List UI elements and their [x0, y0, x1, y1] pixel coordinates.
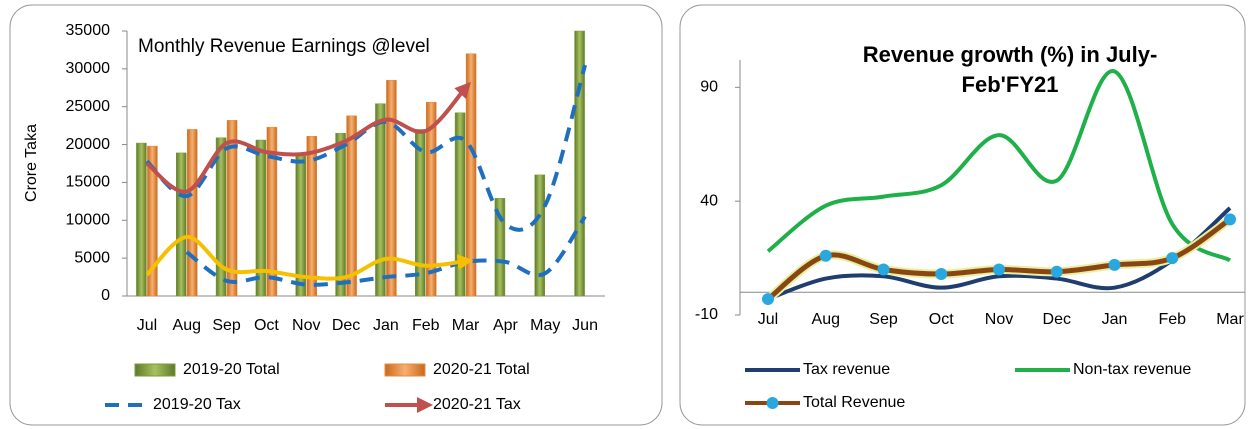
point [819, 249, 832, 262]
x-tick-label: Jun [572, 317, 598, 334]
bar [415, 129, 426, 297]
x-tick-label: Feb [1158, 311, 1186, 328]
legend-swatch [134, 363, 176, 377]
bar [335, 132, 346, 297]
y-tick-label: 5000 [74, 249, 110, 266]
bar [426, 101, 437, 297]
y-tick-label: 40 [700, 192, 718, 209]
y-tick-label: 90 [700, 79, 718, 96]
bar [465, 53, 477, 297]
legend-label: Non-tax revenue [1073, 361, 1191, 378]
y-tick-label: -10 [695, 306, 718, 323]
y-tick-label: 15000 [66, 174, 111, 191]
x-tick-label: Dec [332, 317, 360, 334]
point [1166, 252, 1179, 265]
bar [147, 145, 158, 297]
x-tick-label: Nov [292, 317, 320, 334]
chart-title: Revenue growth (%) in July-Feb'FY21 [862, 42, 1158, 97]
bar [494, 198, 506, 297]
chart-title: Monthly Revenue Earnings @level [138, 36, 430, 57]
x-tick-label: Mar [1216, 311, 1244, 328]
line [767, 206, 1232, 301]
x-tick-label: Oct [254, 317, 279, 334]
legend-swatch [766, 397, 779, 409]
y-tick-label: 20000 [66, 136, 111, 153]
x-tick-label: Apr [493, 317, 519, 334]
bar [534, 174, 545, 297]
point [877, 263, 890, 276]
x-tick-label: Dec [1043, 311, 1071, 328]
x-tick-label: Jul [758, 311, 778, 328]
x-tick-label: Jan [373, 317, 399, 334]
bar [306, 135, 317, 297]
bar [346, 115, 357, 297]
point [762, 293, 774, 306]
line [185, 215, 587, 287]
point [935, 268, 948, 281]
legend-label: 2019-20 Tax [153, 396, 241, 413]
y-tick-label: 10000 [66, 212, 111, 229]
x-tick-label: Aug [812, 311, 840, 328]
y-tick-label: 25000 [66, 98, 111, 115]
line [145, 81, 472, 194]
point [1050, 265, 1063, 278]
bar [136, 142, 147, 297]
x-tick-label: Oct [929, 311, 954, 328]
bar [574, 30, 585, 297]
x-tick-label: Sep [869, 311, 898, 328]
bar [255, 139, 267, 297]
line [766, 69, 1232, 263]
point [993, 263, 1005, 276]
line [145, 234, 474, 281]
bar [176, 152, 187, 297]
legend-label: Tax revenue [803, 361, 890, 378]
point [1224, 213, 1236, 226]
x-tick-label: Jul [137, 317, 157, 334]
bar [215, 137, 227, 297]
bar [266, 126, 278, 297]
y-tick-label: 30000 [66, 60, 111, 77]
panel [679, 4, 1246, 426]
line [145, 64, 588, 232]
legend-swatch [384, 363, 426, 377]
legend-label: 2020-21 Tax [433, 396, 521, 413]
point [1108, 258, 1121, 271]
y-tick-label: 0 [101, 287, 110, 304]
y-tick-label: 35000 [66, 22, 111, 39]
x-tick-label: Nov [985, 311, 1013, 328]
legend-label: 2020-21 Total [433, 361, 530, 378]
bar [375, 103, 386, 297]
legend-label: 2019-20 Total [183, 361, 280, 378]
y-axis-label: Crore Taka [23, 124, 40, 202]
bar [454, 112, 466, 297]
x-tick-label: Jan [1102, 311, 1128, 328]
x-tick-label: Sep [212, 317, 241, 334]
panel [9, 4, 663, 426]
bar [187, 129, 198, 297]
x-tick-label: Mar [452, 317, 480, 334]
bar [226, 120, 238, 297]
legend-label: Total Revenue [803, 394, 905, 411]
bar [386, 79, 397, 297]
x-tick-label: Aug [173, 317, 201, 334]
x-tick-label: May [530, 317, 560, 334]
x-tick-label: Feb [412, 317, 440, 334]
